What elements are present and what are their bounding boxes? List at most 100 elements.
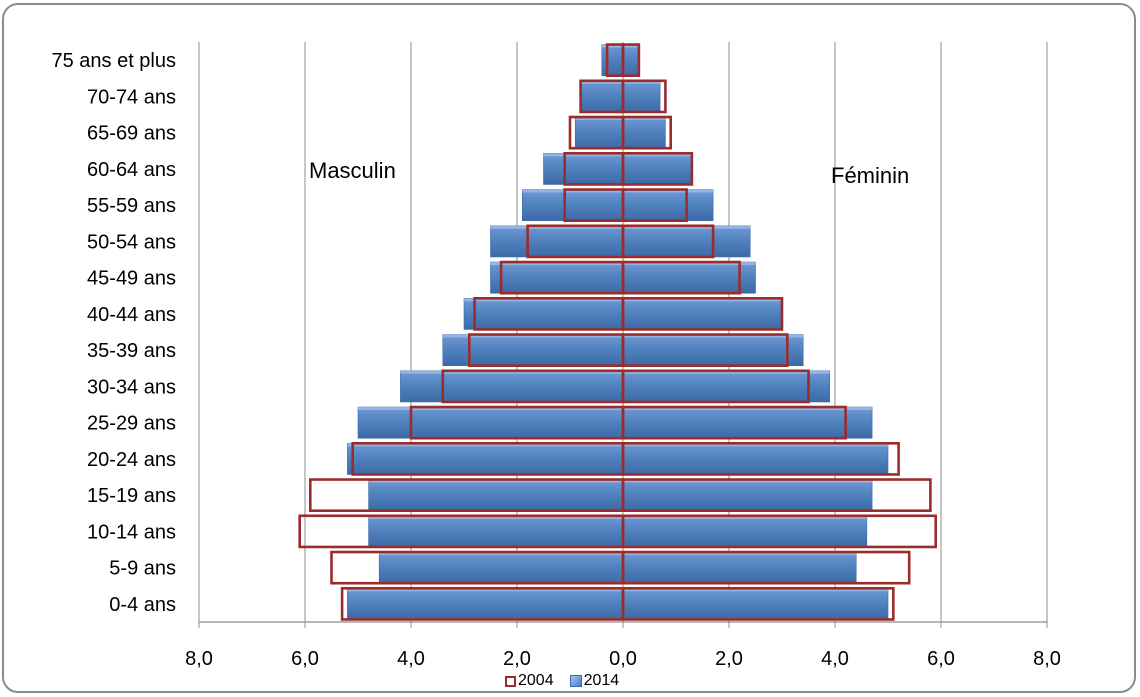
- bar-2014-feminin: [622, 152, 693, 185]
- bar-2014-masculin-bevel: [358, 407, 623, 411]
- bar-2004-feminin: [621, 296, 784, 331]
- y-tick-label: 30-34 ans: [87, 376, 176, 398]
- bar-2004-feminin: [621, 115, 673, 150]
- bar-2014-masculin: [368, 515, 624, 548]
- annotation-masculin: Masculin: [309, 158, 396, 183]
- bar-2014-feminin: [622, 225, 751, 258]
- x-tick-label: 2,0: [503, 648, 531, 670]
- y-tick-label: 55-59 ans: [87, 195, 176, 217]
- x-tick-label: 0,0: [609, 648, 637, 670]
- bar-2014-feminin: [622, 44, 640, 77]
- bar-2014-masculin-bevel: [347, 588, 623, 592]
- legend-swatch-2004: [505, 675, 516, 687]
- bar-2014-masculin: [400, 370, 624, 403]
- bar-2014-masculin: [357, 406, 624, 439]
- bar-2014-masculin: [490, 261, 624, 294]
- bar-2014-masculin-bevel: [400, 370, 623, 374]
- annotation-feminin: Féminin: [831, 163, 909, 188]
- bar-2014-masculin-bevel: [464, 298, 623, 302]
- bar-2014-feminin-bevel: [623, 588, 888, 592]
- bar-2014-masculin: [490, 225, 624, 258]
- bar-2014-feminin: [622, 587, 889, 620]
- x-tick-label: 8,0: [1033, 648, 1061, 670]
- bar-2004-feminin: [621, 151, 694, 186]
- bar-2004-feminin: [621, 586, 895, 621]
- bar-2014-feminin-bevel: [623, 189, 714, 193]
- bar-2014-masculin: [521, 189, 624, 222]
- bar-2014-masculin-bevel: [379, 552, 623, 556]
- y-tick-label: 20-24 ans: [87, 449, 176, 471]
- x-tick-label: 4,0: [397, 648, 425, 670]
- bar-2014-feminin-bevel: [623, 515, 867, 519]
- bar-2004-feminin: [621, 43, 641, 78]
- bar-2014-feminin-bevel: [623, 552, 857, 556]
- bar-2014-masculin-bevel: [490, 225, 623, 229]
- bar-2014-feminin-bevel: [623, 80, 661, 84]
- bar-2004-feminin: [621, 405, 847, 440]
- y-tick-label: 10-14 ans: [87, 521, 176, 543]
- bar-2004-feminin: [621, 188, 688, 223]
- bar-2014-feminin-bevel: [623, 334, 804, 338]
- bar-2014-feminin-bevel: [623, 153, 692, 157]
- bar-2014-feminin: [622, 479, 873, 512]
- legend-swatch-2014: [569, 675, 582, 687]
- bar-2004-feminin: [621, 224, 715, 259]
- bar-2014-feminin-bevel: [623, 407, 873, 411]
- y-tick-label: 0-4 ans: [109, 594, 176, 616]
- legend-item-2004: 2004: [505, 672, 554, 690]
- bar-2014-feminin-bevel: [623, 117, 666, 121]
- bar-2014-masculin-bevel: [575, 117, 623, 121]
- bar-2004-feminin: [621, 333, 789, 368]
- x-tick-label: 6,0: [291, 648, 319, 670]
- bar-2004-feminin: [621, 441, 900, 476]
- legend-label-2004: 2004: [518, 672, 554, 689]
- y-tick-label: 45-49 ans: [87, 268, 176, 290]
- bar-2004-feminin: [621, 79, 667, 114]
- bar-2014-masculin: [347, 587, 624, 620]
- bar-2004-feminin: [621, 514, 938, 549]
- bar-2014-masculin: [347, 442, 624, 475]
- x-tick-label: 8,0: [185, 648, 213, 670]
- legend-item-2014: 2014: [569, 672, 620, 690]
- bar-2014-masculin: [601, 44, 624, 77]
- y-tick-label: 5-9 ans: [109, 558, 176, 580]
- bar-2014-masculin-bevel: [347, 443, 623, 447]
- bar-2004-feminin: [621, 550, 911, 585]
- y-tick-label: 75 ans et plus: [51, 50, 176, 72]
- y-tick-label: 60-64 ans: [87, 159, 176, 181]
- bar-2014-feminin-bevel: [623, 298, 782, 302]
- legend-label-2014: 2014: [583, 672, 620, 689]
- legend: 2004 2014: [505, 670, 619, 692]
- y-tick-label: 40-44 ans: [87, 304, 176, 326]
- bar-2014-masculin: [378, 551, 624, 584]
- bar-2014-feminin: [622, 189, 714, 222]
- bar-2014-masculin: [574, 116, 624, 149]
- bar-2014-masculin-bevel: [368, 515, 623, 519]
- bar-2004-feminin: [621, 478, 932, 513]
- bar-2014-masculin-bevel: [601, 44, 623, 48]
- bar-2014-masculin-bevel: [522, 189, 623, 193]
- bar-2014-masculin-bevel: [490, 262, 623, 266]
- bar-2014-feminin-bevel: [623, 370, 830, 374]
- bar-2014-feminin: [622, 515, 868, 548]
- bar-2014-feminin: [622, 370, 830, 403]
- bar-2014-masculin: [368, 479, 624, 512]
- x-tick-label: 4,0: [821, 648, 849, 670]
- bar-2014-feminin-bevel: [623, 479, 873, 483]
- bar-2004-feminin: [621, 260, 741, 295]
- bar-2014-masculin: [442, 334, 624, 367]
- bar-2014-feminin-bevel: [623, 44, 639, 48]
- y-tick-label: 65-69 ans: [87, 123, 176, 145]
- bar-2014-masculin: [463, 297, 624, 330]
- y-tick-label: 70-74 ans: [87, 86, 176, 108]
- bar-2014-feminin: [622, 80, 661, 113]
- y-tick-label: 25-29 ans: [87, 413, 176, 435]
- bar-2014-feminin: [622, 406, 873, 439]
- y-tick-label: 50-54 ans: [87, 231, 176, 253]
- bar-2014-feminin: [622, 261, 756, 294]
- bar-2014-feminin-bevel: [623, 443, 888, 447]
- bar-2014-masculin-bevel: [442, 334, 623, 338]
- bar-2014-feminin: [622, 334, 804, 367]
- x-tick-label: 2,0: [715, 648, 743, 670]
- bar-2014-feminin: [622, 297, 783, 330]
